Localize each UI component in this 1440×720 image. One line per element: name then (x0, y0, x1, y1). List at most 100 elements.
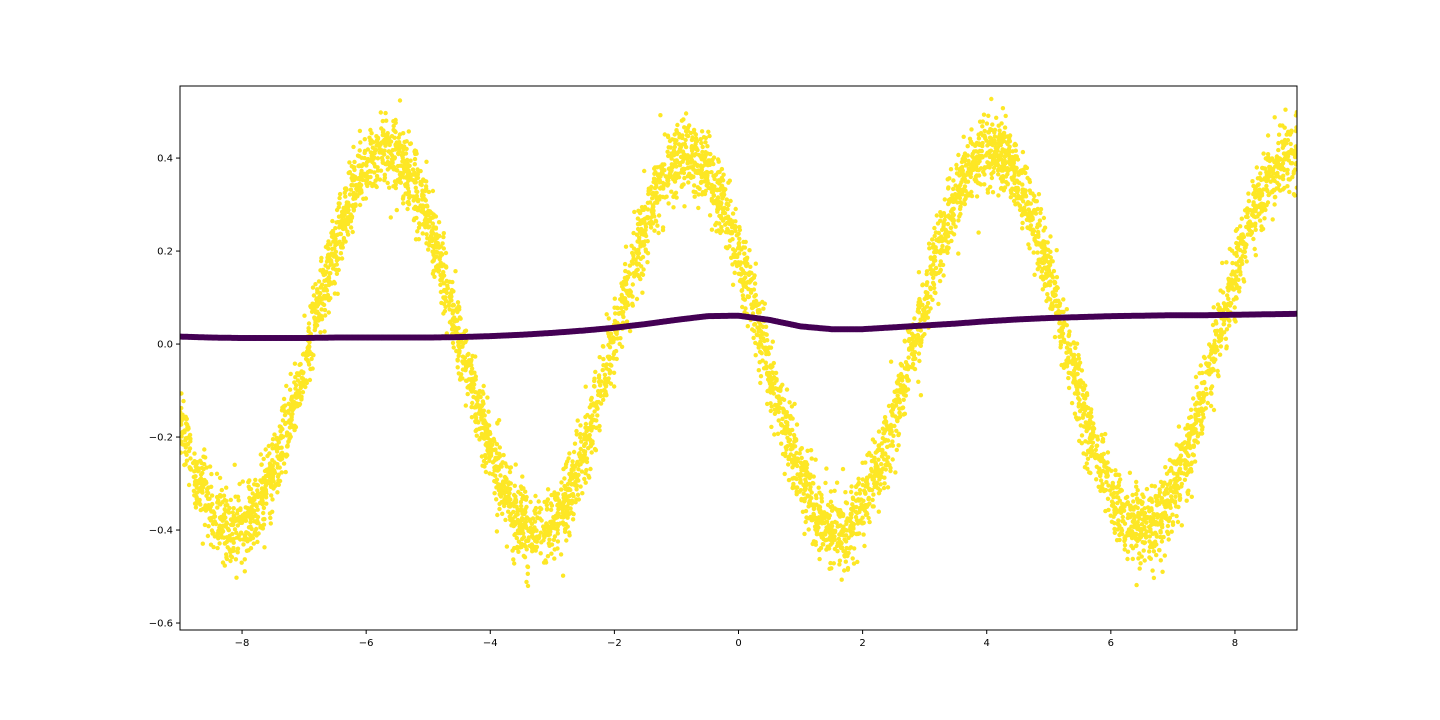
scatter-point (819, 521, 825, 526)
scatter-point (287, 387, 293, 392)
scatter-point (666, 145, 671, 150)
scatter-point (597, 355, 602, 360)
scatter-point (685, 159, 691, 165)
scatter-point (617, 341, 622, 347)
scatter-point (711, 161, 716, 167)
scatter-point (234, 511, 240, 516)
scatter-point (1017, 180, 1022, 185)
scatter-point (544, 506, 550, 511)
scatter-point (282, 409, 288, 414)
scatter-point (645, 215, 651, 220)
scatter-point (902, 339, 908, 344)
scatter-point (483, 442, 488, 447)
scatter-point (501, 452, 506, 458)
scatter-point (744, 260, 749, 265)
scatter-point (306, 321, 312, 326)
scatter-point (1163, 465, 1168, 470)
scatter-point (604, 312, 609, 317)
scatter-point (570, 459, 575, 464)
scatter-point (427, 243, 432, 248)
scatter-point (1089, 453, 1094, 459)
scatter-point (705, 173, 710, 178)
scatter-point (392, 155, 398, 160)
scatter-point (938, 218, 943, 223)
scatter-point (635, 267, 640, 272)
scatter-point (654, 190, 659, 195)
scatter-point (1113, 468, 1118, 473)
scatter-point (412, 170, 417, 175)
scatter-point (933, 258, 938, 263)
scatter-point (987, 135, 993, 140)
scatter-point (441, 246, 446, 251)
scatter-point (1264, 202, 1269, 208)
scatter-point (765, 338, 770, 343)
scatter-point (629, 259, 635, 264)
scatter-point (260, 526, 266, 531)
scatter-point (513, 498, 519, 503)
scatter-point (910, 365, 915, 370)
scatter-point (675, 122, 680, 128)
scatter-point (1261, 187, 1266, 192)
scatter-point (188, 466, 193, 472)
scatter-point (730, 247, 736, 252)
scatter-point (271, 486, 276, 491)
scatter-point (1213, 319, 1219, 324)
scatter-point (901, 392, 907, 397)
scatter-point (377, 146, 382, 151)
scatter-point (590, 413, 595, 418)
scatter-point (872, 484, 877, 490)
scatter-point (362, 137, 367, 142)
scatter-point (278, 457, 283, 462)
scatter-point (1062, 339, 1067, 345)
scatter-point (283, 469, 288, 475)
scatter-point (322, 329, 327, 334)
scatter-point (1262, 216, 1267, 221)
scatter-point (1274, 154, 1280, 159)
scatter-point (742, 251, 747, 256)
scatter-point (334, 271, 340, 276)
scatter-point (775, 431, 781, 436)
scatter-point (1174, 513, 1179, 519)
scatter-point (574, 428, 579, 434)
scatter-point (1142, 513, 1147, 518)
scatter-point (551, 515, 556, 520)
scatter-point (1259, 191, 1265, 196)
scatter-point (891, 433, 896, 438)
scatter-point (743, 306, 748, 311)
scatter-point (674, 128, 679, 133)
scatter-point (1112, 521, 1117, 526)
scatter-point (725, 214, 731, 219)
scatter-point (688, 130, 694, 136)
scatter-point (1021, 205, 1027, 210)
scatter-point (739, 288, 745, 293)
scatter-point (481, 383, 486, 389)
scatter-point (819, 496, 824, 501)
scatter-point (248, 546, 254, 551)
scatter-point (976, 230, 981, 235)
scatter-point (362, 155, 367, 161)
scatter-point (363, 196, 369, 201)
scatter-point (606, 342, 611, 348)
scatter-point (1039, 269, 1045, 274)
scatter-point (386, 149, 392, 154)
scatter-point (188, 436, 193, 441)
scatter-point (1115, 527, 1120, 532)
scatter-point (335, 291, 340, 296)
scatter-point (455, 300, 461, 305)
scatter-point (978, 166, 984, 171)
scatter-point (799, 455, 804, 461)
scatter-point (1118, 477, 1123, 482)
scatter-point (576, 472, 581, 478)
scatter-point (1186, 440, 1191, 445)
scatter-point (741, 284, 747, 289)
scatter-point (306, 346, 311, 351)
scatter-point (861, 532, 866, 537)
scatter-point (1076, 391, 1081, 396)
scatter-point (441, 231, 446, 236)
scatter-point (729, 231, 735, 236)
scatter-point (1125, 515, 1131, 521)
scatter-point (311, 293, 317, 298)
scatter-point (1211, 305, 1216, 310)
scatter-point (948, 209, 954, 214)
scatter-point (1173, 504, 1179, 509)
